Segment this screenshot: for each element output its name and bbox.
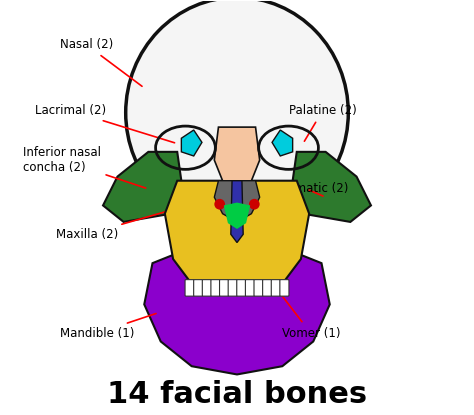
Polygon shape — [182, 130, 202, 156]
FancyBboxPatch shape — [271, 280, 280, 296]
FancyBboxPatch shape — [211, 280, 220, 296]
Polygon shape — [272, 130, 292, 156]
FancyBboxPatch shape — [254, 280, 263, 296]
Circle shape — [214, 199, 225, 210]
Polygon shape — [292, 152, 371, 222]
Polygon shape — [214, 181, 260, 222]
Text: Zygomatic (2): Zygomatic (2) — [265, 183, 348, 196]
Polygon shape — [165, 181, 309, 292]
Text: Palatine (2): Palatine (2) — [289, 104, 356, 141]
Circle shape — [249, 199, 260, 210]
FancyBboxPatch shape — [194, 280, 203, 296]
Polygon shape — [224, 203, 250, 229]
Polygon shape — [144, 255, 330, 374]
Text: Maxilla (2): Maxilla (2) — [55, 210, 171, 241]
Text: Nasal (2): Nasal (2) — [60, 38, 142, 86]
FancyBboxPatch shape — [280, 280, 289, 296]
FancyBboxPatch shape — [228, 280, 237, 296]
FancyBboxPatch shape — [185, 280, 194, 296]
Text: Lacrimal (2): Lacrimal (2) — [35, 104, 174, 143]
FancyBboxPatch shape — [219, 280, 228, 296]
Text: Vomer (1): Vomer (1) — [243, 245, 340, 340]
FancyBboxPatch shape — [237, 280, 246, 296]
FancyBboxPatch shape — [263, 280, 272, 296]
Polygon shape — [214, 127, 260, 189]
Text: Inferior nasal
concha (2): Inferior nasal concha (2) — [23, 146, 146, 188]
Text: 14 facial bones: 14 facial bones — [107, 381, 367, 410]
FancyBboxPatch shape — [246, 280, 255, 296]
Polygon shape — [103, 152, 182, 222]
Polygon shape — [231, 181, 243, 242]
FancyBboxPatch shape — [202, 280, 211, 296]
Text: Mandible (1): Mandible (1) — [60, 313, 156, 340]
Ellipse shape — [126, 0, 348, 228]
